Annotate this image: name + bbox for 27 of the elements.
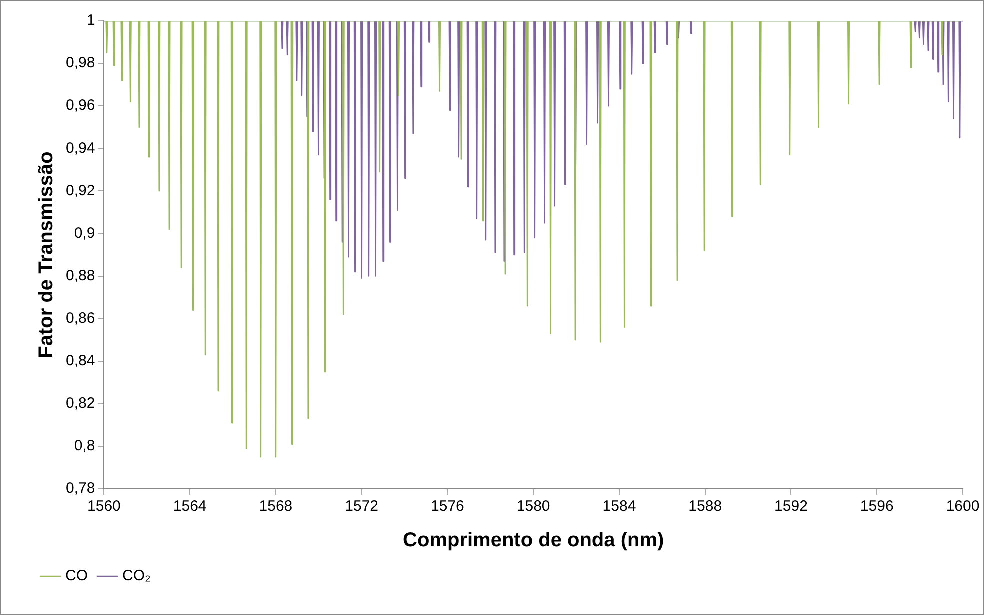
- y-tick-label: 0,98: [66, 54, 96, 72]
- y-tick-label: 0,94: [66, 140, 96, 157]
- y-tick-label: 0,78: [66, 480, 96, 498]
- y-tick-label: 0,82: [66, 395, 96, 412]
- x-tick-label: 1572: [345, 498, 379, 516]
- x-tick-label: 1584: [602, 498, 636, 516]
- x-tick-label: 1588: [688, 498, 722, 516]
- y-axis-title: Fator de Transmissão: [36, 152, 58, 358]
- y-tick-label: 0,8: [74, 438, 96, 455]
- y-tick-label: 0,92: [66, 182, 96, 200]
- legend-label: CO₂: [122, 568, 151, 585]
- y-tick-label: 0,88: [66, 267, 96, 284]
- x-tick-label: 1596: [860, 498, 894, 516]
- y-tick-label: 0,84: [66, 352, 96, 370]
- x-tick-label: 1580: [516, 498, 550, 516]
- x-tick-label: 1560: [88, 498, 121, 516]
- x-tick-label: 1600: [946, 498, 980, 516]
- x-tick-label: 1568: [259, 498, 293, 516]
- y-tick-label: 0,86: [66, 310, 96, 327]
- legend-label: CO: [66, 568, 88, 585]
- x-tick-label: 1592: [774, 498, 808, 516]
- x-axis-title: Comprimento de onda (nm): [403, 530, 664, 552]
- y-tick-label: 0,9: [74, 224, 96, 242]
- x-tick-label: 1576: [431, 498, 464, 516]
- y-tick-label: 1: [86, 12, 96, 30]
- y-tick-label: 0,96: [66, 97, 96, 114]
- x-tick-label: 1564: [173, 498, 207, 516]
